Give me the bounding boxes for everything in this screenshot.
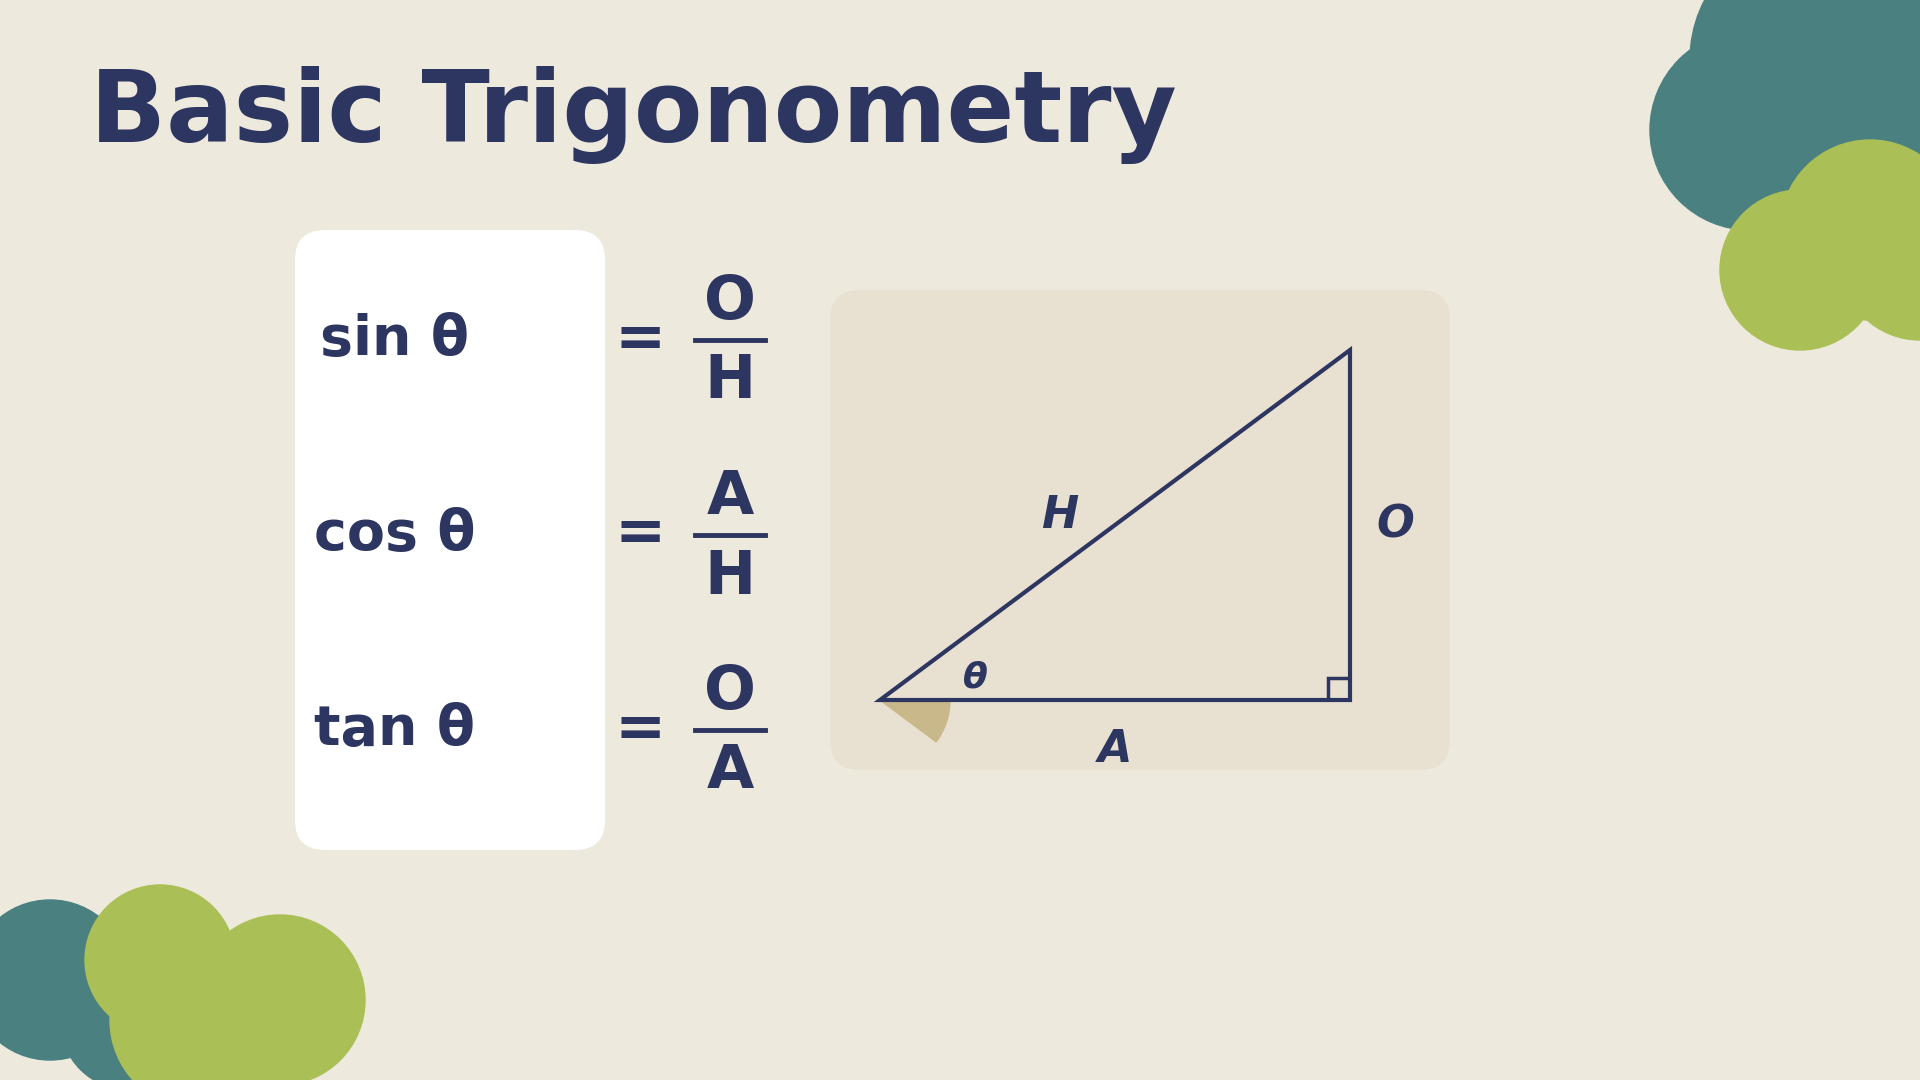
Text: sin θ: sin θ [321,313,470,367]
Circle shape [1649,30,1851,230]
Text: O: O [1377,503,1413,546]
Text: A: A [707,743,755,801]
Text: =: = [614,311,666,369]
Circle shape [1839,180,1920,340]
Circle shape [1780,140,1920,320]
Circle shape [0,900,131,1059]
Text: H: H [705,352,756,411]
Text: Basic Trigonometry: Basic Trigonometry [90,66,1177,164]
Circle shape [60,950,200,1080]
Text: θ: θ [962,661,987,696]
Text: O: O [705,272,756,332]
Text: A: A [1098,729,1133,771]
Text: H: H [1041,494,1079,537]
Text: =: = [614,701,666,759]
Circle shape [196,915,365,1080]
Wedge shape [879,700,950,742]
Text: H: H [705,548,756,607]
Text: tan θ: tan θ [315,703,476,757]
Text: O: O [705,662,756,721]
Text: cos θ: cos θ [315,508,476,562]
Text: A: A [707,468,755,526]
Text: =: = [614,505,666,565]
FancyBboxPatch shape [829,291,1450,770]
Circle shape [84,885,234,1035]
Circle shape [1720,190,1880,350]
Circle shape [1770,30,1920,230]
Circle shape [1690,0,1920,190]
Circle shape [109,930,290,1080]
FancyBboxPatch shape [296,230,605,850]
